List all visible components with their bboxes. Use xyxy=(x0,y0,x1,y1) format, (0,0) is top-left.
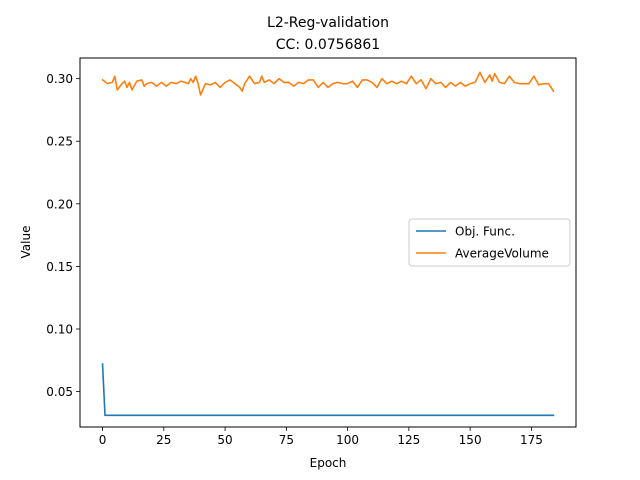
chart-title: L2-Reg-validation xyxy=(267,15,389,31)
legend-label-average-volume: AverageVolume xyxy=(455,247,549,261)
y-tick-label: 0.25 xyxy=(46,135,73,149)
series-line-obj-func xyxy=(101,363,555,417)
chart-subtitle: CC: 0.0756861 xyxy=(276,37,380,53)
x-tick-label: 0 xyxy=(99,433,107,447)
legend-box xyxy=(408,218,571,267)
x-tick-label: 25 xyxy=(156,433,171,447)
x-tick-label: 50 xyxy=(217,433,232,447)
plot-area xyxy=(79,57,577,428)
y-tick-label: 0.30 xyxy=(46,72,73,86)
y-tick-label: 0.05 xyxy=(46,385,73,399)
y-tick-label: 0.20 xyxy=(46,197,73,211)
x-tick-label: 150 xyxy=(459,433,482,447)
y-tick-label: 0.10 xyxy=(46,322,73,336)
x-tick-label: 125 xyxy=(397,433,420,447)
series-layer xyxy=(101,71,555,417)
y-tick-label: 0.15 xyxy=(46,260,73,274)
y-axis-ticks: 0.05 0.10 0.15 0.20 0.25 0.30 xyxy=(46,72,80,399)
x-tick-label: 75 xyxy=(279,433,294,447)
x-tick-label: 100 xyxy=(336,433,359,447)
legend-label-obj-func: Obj. Func. xyxy=(455,225,515,239)
x-tick-label: 175 xyxy=(520,433,543,447)
series-line-averagevolume xyxy=(101,71,555,96)
legend: Obj. Func. AverageVolume xyxy=(408,218,571,267)
axes-frame xyxy=(79,57,577,428)
x-axis-label: Epoch xyxy=(310,456,347,470)
x-axis-ticks: 0 25 50 75 100 125 150 175 xyxy=(99,427,543,447)
y-axis-label: Value xyxy=(19,226,33,259)
